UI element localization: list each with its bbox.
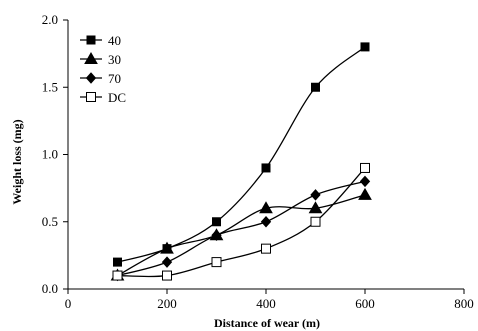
series-layer bbox=[110, 42, 372, 282]
data-point bbox=[212, 217, 221, 227]
data-point bbox=[162, 270, 172, 281]
data-point bbox=[360, 162, 370, 173]
data-point bbox=[358, 187, 372, 200]
data-point bbox=[211, 229, 222, 241]
data-point bbox=[310, 216, 321, 227]
legend-marker bbox=[85, 72, 97, 84]
data-point bbox=[160, 241, 174, 254]
series-line bbox=[117, 180, 366, 277]
y-tick-label: 2.0 bbox=[42, 12, 58, 27]
data-point bbox=[259, 201, 273, 214]
legend-label: 70 bbox=[108, 71, 121, 86]
legend-item: 40 bbox=[80, 33, 121, 48]
data-point bbox=[360, 42, 370, 52]
legend-label: 30 bbox=[108, 52, 121, 67]
y-tick-label: 0.0 bbox=[42, 281, 58, 296]
x-tick-label: 400 bbox=[256, 296, 276, 311]
legend-label: DC bbox=[108, 90, 126, 105]
legend-item: 30 bbox=[80, 51, 121, 67]
data-point bbox=[261, 163, 271, 173]
series-line bbox=[117, 46, 366, 263]
series-70 bbox=[112, 175, 371, 282]
series-line bbox=[117, 194, 366, 277]
legend-item: 70 bbox=[80, 71, 121, 86]
data-point bbox=[311, 82, 320, 92]
x-axis-title: Distance of wear (m) bbox=[214, 316, 320, 330]
series-30 bbox=[110, 187, 372, 281]
legend-label: 40 bbox=[108, 33, 121, 48]
legend: 40 30 70 DC bbox=[80, 33, 126, 105]
series-line bbox=[117, 167, 366, 278]
series-40 bbox=[113, 42, 370, 267]
legend-marker bbox=[86, 35, 96, 45]
x-tick-label: 800 bbox=[454, 296, 474, 311]
data-point bbox=[161, 256, 173, 268]
data-point bbox=[113, 257, 122, 267]
y-tick-label: 0.5 bbox=[42, 214, 58, 229]
axes: 0 200 400 600 800 0.0 0.5 1.0 1.5 2.0 bbox=[42, 12, 474, 311]
y-tick-label: 1.0 bbox=[42, 147, 58, 162]
data-point bbox=[308, 201, 323, 214]
data-point bbox=[261, 243, 271, 254]
data-point bbox=[211, 257, 222, 268]
y-tick-label: 1.5 bbox=[42, 79, 58, 94]
y-axis-title: Weight loss (mg) bbox=[10, 119, 24, 204]
series-DC bbox=[112, 162, 370, 281]
legend-marker bbox=[86, 92, 96, 102]
data-point bbox=[112, 270, 123, 281]
x-tick-label: 600 bbox=[355, 296, 375, 311]
legend-item: DC bbox=[80, 90, 126, 105]
data-point bbox=[260, 216, 272, 228]
x-tick-label: 200 bbox=[157, 296, 177, 311]
data-point bbox=[359, 175, 371, 188]
legend-marker bbox=[84, 51, 98, 64]
x-tick-label: 0 bbox=[65, 296, 72, 311]
data-point bbox=[310, 189, 321, 201]
